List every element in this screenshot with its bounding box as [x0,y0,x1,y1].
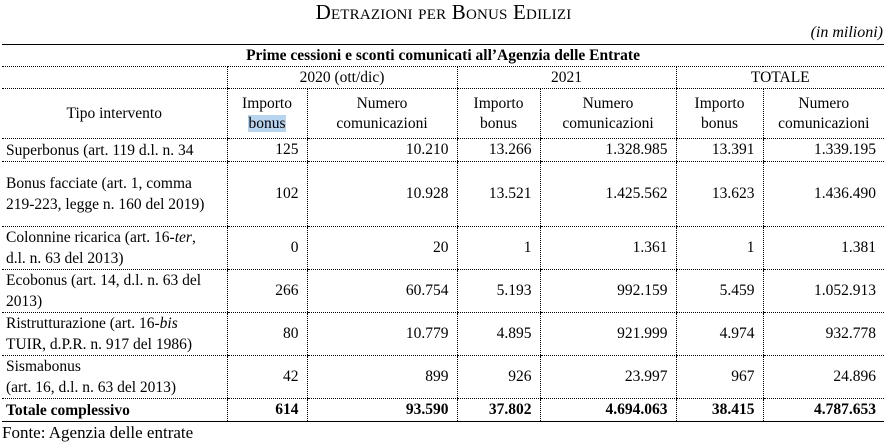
row-label: Colonnine ricarica (art. 16-ter, d.l. n. … [2,226,227,270]
total-row: Totale complessivo 614 93.590 37.802 4.6… [2,398,885,422]
table-row: Sismabonus (art. 16, d.l. n. 63 del 2013)… [2,355,885,399]
empty-corner [2,66,227,89]
cell-value: 899 [306,355,457,399]
header-numero-comunicazioni: Numero comunicazioni [539,88,676,139]
cell-value: 1 [675,226,763,270]
row-label: Superbonus (art. 119 d.l. n. 34 [2,138,227,162]
cell-value: 125 [226,138,307,162]
table-caption: Prime cessioni e sconti comunicati all’A… [2,44,885,67]
header-numero-comunicazioni: Numero comunicazioni [306,88,457,139]
cell-value: 921.999 [539,312,676,356]
header-importo-line1: Importo [242,94,292,112]
row-label: Ecobonus (art. 14, d.l. n. 63 del 2013) [2,269,227,313]
row-header: Tipo intervento [2,88,227,139]
cell-value: 967 [675,355,763,399]
page-title: Detrazioni per Bonus Edilizi [315,0,572,24]
cell-value: 102 [226,161,307,227]
cell-value: 13.521 [456,161,540,227]
period-2021: 2021 [456,66,676,89]
cell-value: 5.193 [456,269,540,313]
total-value: 93.590 [306,398,457,422]
total-value: 37.802 [456,398,540,422]
table-row: Colonnine ricarica (art. 16-ter, d.l. n. … [2,226,885,270]
cell-value: 992.159 [539,269,676,313]
cell-value: 1 [456,226,540,270]
cell-value: 1.328.985 [539,138,676,162]
header-importo-bonus: Importo bonus [456,88,540,139]
cell-value: 266 [226,269,307,313]
source-note: Fonte: Agenzia delle entrate [2,423,194,442]
cell-value: 926 [456,355,540,399]
total-value: 38.415 [675,398,763,422]
cell-value: 10.928 [306,161,457,227]
header-importo-bonus: Importo bonus [226,88,307,139]
cell-value: 23.997 [539,355,676,399]
period-2020: 2020 (ott/dic) [226,66,457,89]
row-label: Ristrutturazione (art. 16-bis TUIR, d.P.R… [2,312,227,356]
cell-value: 42 [226,355,307,399]
cell-value: 4.895 [456,312,540,356]
total-value: 614 [226,398,307,422]
header-numero-comunicazioni: Numero comunicazioni [762,88,885,139]
cell-value: 60.754 [306,269,457,313]
table-row: Bonus facciate (art. 1, comma 219-223, l… [2,161,885,227]
cell-value: 13.623 [675,161,763,227]
cell-value: 13.391 [675,138,763,162]
period-totale: TOTALE [675,66,885,89]
cell-value: 1.361 [539,226,676,270]
row-label: Sismabonus (art. 16, d.l. n. 63 del 2013) [2,355,227,399]
cell-value: 80 [226,312,307,356]
table-row: Ecobonus (art. 14, d.l. n. 63 del 2013) … [2,269,885,313]
cell-value: 24.896 [762,355,885,399]
unit-note: (in milioni) [810,24,883,41]
cell-value: 932.778 [762,312,885,356]
cell-value: 1.436.490 [762,161,885,227]
row-label: Bonus facciate (art. 1, comma 219-223, l… [2,161,227,227]
table-row: Ristrutturazione (art. 16-bis TUIR, d.P.R… [2,312,885,356]
cell-value: 20 [306,226,457,270]
cell-value: 1.425.562 [539,161,676,227]
cell-value: 10.779 [306,312,457,356]
bonus-table: Prime cessioni e sconti comunicati all’A… [2,44,885,422]
header-importo-bonus: Importo bonus [675,88,763,139]
cell-value: 1.381 [762,226,885,270]
cell-value: 5.459 [675,269,763,313]
cell-value: 1.052.913 [762,269,885,313]
total-label: Totale complessivo [2,398,227,422]
header-bonus-selected[interactable]: bonus [248,114,286,132]
cell-value: 1.339.195 [762,138,885,162]
cell-value: 13.266 [456,138,540,162]
table-row: Superbonus (art. 119 d.l. n. 34 125 10.2… [2,138,885,162]
cell-value: 0 [226,226,307,270]
total-value: 4.787.653 [762,398,885,422]
total-value: 4.694.063 [539,398,676,422]
cell-value: 10.210 [306,138,457,162]
cell-value: 4.974 [675,312,763,356]
